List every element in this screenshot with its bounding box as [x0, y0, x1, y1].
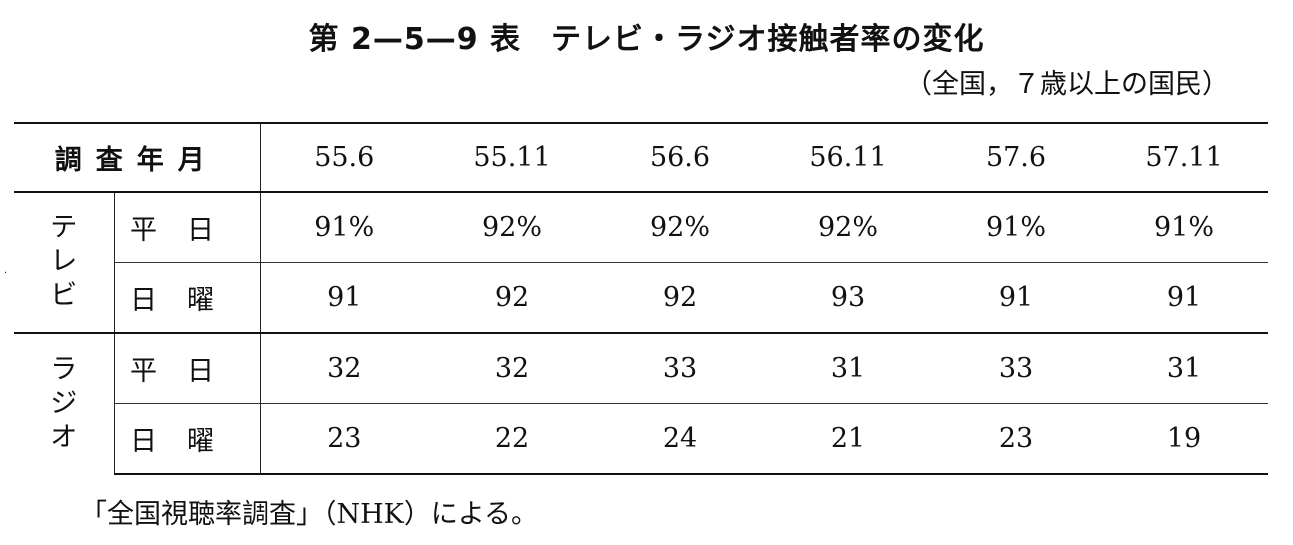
table-cell: 23	[260, 402, 428, 475]
table-number: 第 2—5—9 表	[308, 22, 522, 57]
column-header: 57.11	[1100, 122, 1268, 192]
table-cell: 91%	[932, 190, 1100, 263]
header-row: 調査年月 55.6 55.11 56.6 56.11 57.6 57.11	[14, 122, 1268, 192]
group-char: オ	[50, 421, 78, 453]
table-cell: 91	[1100, 261, 1268, 333]
table-cell: 91%	[1100, 190, 1268, 263]
group-char: テ	[50, 212, 78, 244]
column-header: 55.11	[428, 122, 596, 192]
table-cell: 23	[932, 402, 1100, 475]
table-cell: 93	[764, 261, 932, 333]
group-char: ジ	[50, 387, 78, 419]
column-header: 56.11	[764, 122, 932, 192]
table-cell: 91	[932, 261, 1100, 333]
table-cell: 31	[1100, 331, 1268, 404]
group-label-tv: テ レ ビ	[14, 190, 115, 333]
column-header: 56.6	[596, 122, 764, 192]
table-row: 日曜 23 22 24 21 23 19	[14, 402, 1268, 475]
group-char: レ	[50, 246, 78, 278]
table-cell: 21	[764, 402, 932, 475]
table-cell: 91%	[260, 190, 428, 263]
table-row: 日曜 91 92 92 93 91 91	[14, 261, 1268, 333]
contact-rate-table: 調査年月 55.6 55.11 56.6 56.11 57.6 57.11 テ …	[14, 122, 1268, 475]
table-cell: 92%	[596, 190, 764, 263]
table-title: 第 2—5—9 表テレビ・ラジオ接触者率の変化	[0, 14, 1293, 58]
column-header: 57.6	[932, 122, 1100, 192]
header-label: 調査年月	[14, 122, 261, 192]
table-cell: 33	[932, 331, 1100, 404]
group-label-radio: ラ ジ オ	[14, 331, 115, 474]
group-char: ビ	[50, 280, 78, 312]
table-cell: 91	[260, 261, 428, 333]
table-row: テ レ ビ 平日 91% 92% 92% 92% 91% 91%	[14, 190, 1268, 333]
table-cell: 92	[428, 261, 596, 333]
row-label: 日曜	[114, 261, 261, 333]
table-cell: 19	[1100, 402, 1268, 475]
table-cell: 32	[260, 331, 428, 404]
scope-note: （全国，７歳以上の国民）	[905, 69, 1229, 100]
margin-dot: ·	[4, 268, 8, 279]
group-char: ラ	[50, 353, 78, 385]
table-cell: 31	[764, 331, 932, 404]
table-cell: 92%	[428, 190, 596, 263]
table-cell: 22	[428, 402, 596, 475]
table-cell: 33	[596, 331, 764, 404]
row-label: 日曜	[114, 402, 261, 475]
row-label: 平日	[114, 331, 261, 404]
row-label: 平日	[114, 190, 261, 263]
table-cell: 24	[596, 402, 764, 475]
table-title-text: テレビ・ラジオ接触者率の変化	[551, 22, 985, 57]
table-row: ラ ジ オ 平日 32 32 33 31 33 31	[14, 331, 1268, 474]
source-footnote: 「全国視聴率調査」（NHK）による。	[80, 499, 539, 530]
table-cell: 92%	[764, 190, 932, 263]
column-header: 55.6	[260, 122, 428, 192]
table-cell: 92	[596, 261, 764, 333]
table-cell: 32	[428, 331, 596, 404]
